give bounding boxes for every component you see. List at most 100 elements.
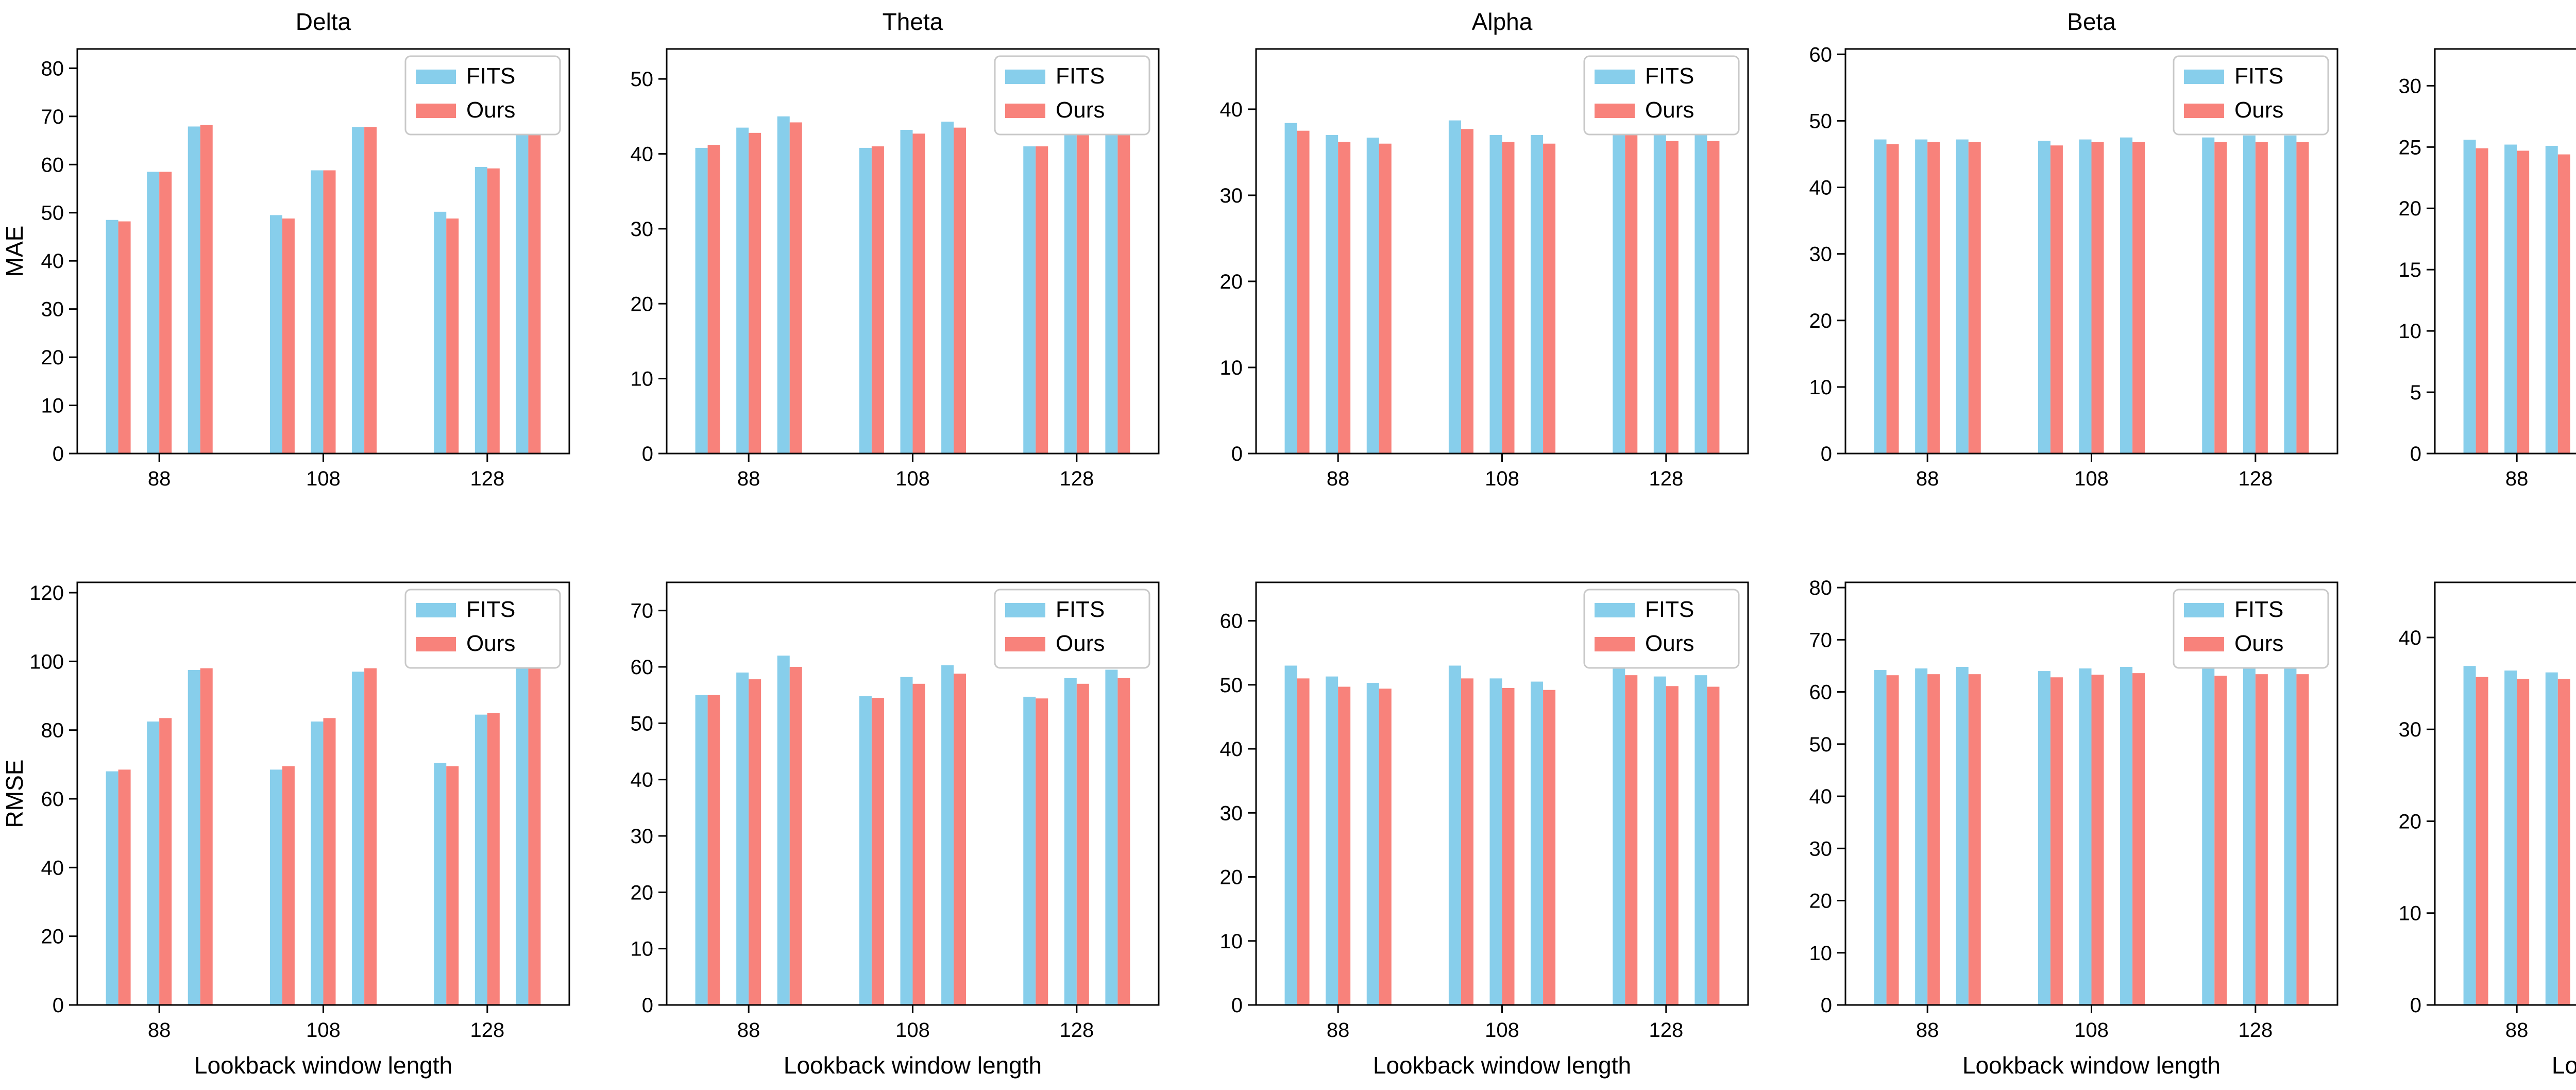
y-tick-label: 0 xyxy=(1231,994,1243,1017)
bar-ours xyxy=(707,695,720,1005)
bar-ours xyxy=(487,168,500,454)
x-tick-label: 128 xyxy=(1649,467,1683,490)
bar-fits xyxy=(2545,145,2558,454)
legend-label-ours: Ours xyxy=(1056,97,1105,123)
legend-label-fits: FITS xyxy=(466,597,515,622)
bar-fits xyxy=(1284,665,1297,1005)
subplot-alpha-mae: Alpha 0 10 20 30 40 88 108 128 FITS Ours xyxy=(1220,8,1749,490)
subplot-gamma-rmse: Lookback window length01020304088108128F… xyxy=(2399,581,2576,1079)
bar-ours xyxy=(954,674,967,1005)
x-axis-label: Lookback window length xyxy=(2552,1052,2576,1079)
bar-fits xyxy=(1874,139,1887,454)
bar-fits xyxy=(859,147,872,454)
y-tick-label: 50 xyxy=(631,712,654,735)
bar-fits xyxy=(1105,669,1118,1005)
plot-border xyxy=(1255,48,1749,455)
subplot-title: Theta xyxy=(883,8,943,35)
bar-ours xyxy=(1338,686,1351,1005)
bar-ours xyxy=(1036,146,1048,454)
bar-fits xyxy=(516,666,529,1005)
subplot-delta-rmse: RMSE Lookback window length 0 20 40 60 80 100 12… xyxy=(1,581,570,1079)
bar-ours xyxy=(2517,150,2530,454)
legend-swatch-ours xyxy=(1005,104,1045,118)
bar-fits xyxy=(1531,681,1544,1005)
bar-fits xyxy=(736,127,749,454)
y-tick-label: 60 xyxy=(41,788,64,811)
y-tick-label: 70 xyxy=(41,106,64,128)
legend-swatch-ours xyxy=(1005,637,1045,651)
bar-ours xyxy=(2091,675,2104,1005)
x-tick-label: 128 xyxy=(1649,1019,1683,1042)
y-tick-label: 0 xyxy=(2410,994,2421,1017)
legend-label-fits: FITS xyxy=(1645,597,1694,622)
y-tick-label: 10 xyxy=(2399,902,2422,925)
bar-fits xyxy=(2545,672,2558,1005)
x-tick-label: 128 xyxy=(1059,1019,1094,1042)
bar-ours xyxy=(446,218,459,454)
bar-fits xyxy=(1448,120,1461,454)
legend-swatch-fits xyxy=(1595,70,1635,84)
x-axis-label: Lookback window length xyxy=(1962,1052,2221,1079)
bar-ours xyxy=(2132,673,2145,1005)
bar-ours xyxy=(1379,143,1392,454)
y-tick-label: 10 xyxy=(2399,320,2422,343)
y-tick-label: 80 xyxy=(1809,577,1833,599)
bar-ours xyxy=(1543,143,1556,454)
legend-label-ours: Ours xyxy=(1056,631,1105,656)
bar-fits xyxy=(1613,661,1625,1005)
y-tick-label: 0 xyxy=(642,994,653,1017)
bar-ours xyxy=(1379,689,1392,1005)
y-tick-label: 50 xyxy=(1809,110,1833,132)
y-tick-label: 20 xyxy=(1220,866,1243,889)
y-tick-label: 20 xyxy=(41,926,64,948)
plot-border xyxy=(76,581,570,1006)
y-tick-label: 50 xyxy=(631,68,654,91)
y-tick-label: 100 xyxy=(29,650,64,673)
bar-ours xyxy=(1666,141,1679,454)
bar-fits xyxy=(434,211,447,454)
bar-ours xyxy=(200,125,213,454)
y-tick-label: 30 xyxy=(1809,243,1833,266)
bar-ours xyxy=(1707,141,1720,454)
plot-border xyxy=(2434,581,2576,1006)
bar-fits xyxy=(1653,676,1666,1005)
y-axis-label: RMSE xyxy=(1,760,28,828)
subplot-title: Delta xyxy=(296,8,351,35)
bar-fits xyxy=(1956,667,1969,1005)
chart-cell-alpha-mae: Alpha 0 10 20 30 40 88 108 128 FITS Ours xyxy=(1179,0,1768,510)
bar-fits xyxy=(1326,676,1338,1005)
plot-border xyxy=(666,581,1160,1006)
bar-fits xyxy=(147,722,160,1005)
plot-border xyxy=(666,48,1160,455)
legend-swatch-ours xyxy=(2184,104,2224,118)
bar-fits xyxy=(434,763,447,1005)
bar-ours xyxy=(1968,674,1981,1005)
bar-fits xyxy=(1366,138,1379,454)
bar-fits xyxy=(2243,135,2256,454)
y-tick-label: 60 xyxy=(1809,681,1833,704)
bar-fits xyxy=(695,147,708,454)
y-tick-label: 30 xyxy=(2399,75,2422,97)
legend-label-ours: Ours xyxy=(466,97,515,123)
y-tick-label: 60 xyxy=(631,656,654,679)
y-tick-label: 70 xyxy=(1809,629,1833,651)
x-tick-label: 128 xyxy=(470,467,504,490)
bar-fits xyxy=(474,714,487,1005)
bar-fits xyxy=(1064,678,1077,1005)
y-tick-label: 40 xyxy=(41,857,64,879)
x-axis-label: Lookback window length xyxy=(194,1052,452,1079)
legend-label-ours: Ours xyxy=(1645,631,1694,656)
bar-fits xyxy=(352,672,365,1005)
bar-ours xyxy=(2214,142,2227,454)
y-tick-label: 20 xyxy=(2399,197,2422,220)
bar-ours xyxy=(2296,674,2309,1005)
plot-border xyxy=(2434,48,2576,455)
y-tick-label: 60 xyxy=(1220,610,1243,633)
subplot-theta-rmse: Lookback window length 0 10 20 30 40 50 60 70 88 1… xyxy=(631,581,1160,1079)
y-tick-label: 10 xyxy=(1220,357,1243,379)
bar-ours xyxy=(871,698,884,1005)
bar-fits xyxy=(352,127,365,454)
legend-swatch-ours xyxy=(2184,637,2224,651)
bar-ours xyxy=(1297,130,1310,454)
bar-ours xyxy=(1117,130,1130,454)
